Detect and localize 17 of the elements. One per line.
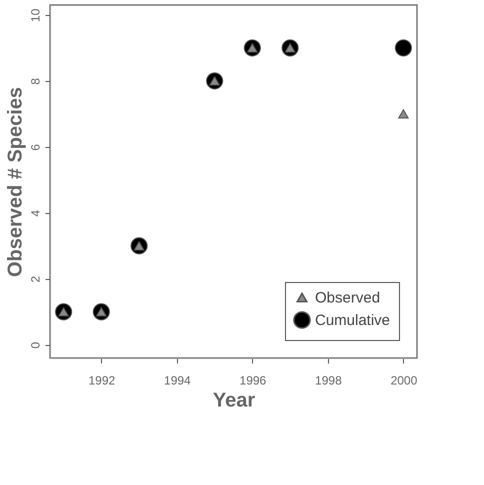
y-tick-label: 4 (28, 210, 42, 217)
y-tick-label: 10 (28, 8, 42, 22)
point (394, 39, 412, 56)
y-axis-title: Observed # Species (4, 86, 26, 278)
x-tick-label: 1992 (88, 374, 116, 388)
y-tick-label: 0 (28, 342, 42, 349)
point (398, 109, 409, 118)
x-axis-title: Year (212, 390, 256, 412)
x-tick-label: 1996 (240, 374, 267, 388)
y-tick-label: 2 (28, 276, 42, 283)
y-tick-label: 6 (28, 144, 42, 151)
legend-label: Cumulative (315, 312, 390, 329)
legend-label: Observed (315, 290, 380, 306)
y-tick-label: 8 (28, 78, 42, 85)
x-tick-label: 2000 (390, 374, 418, 388)
x-tick-label: 1998 (315, 374, 342, 388)
x-tick-label: 1994 (164, 374, 192, 388)
